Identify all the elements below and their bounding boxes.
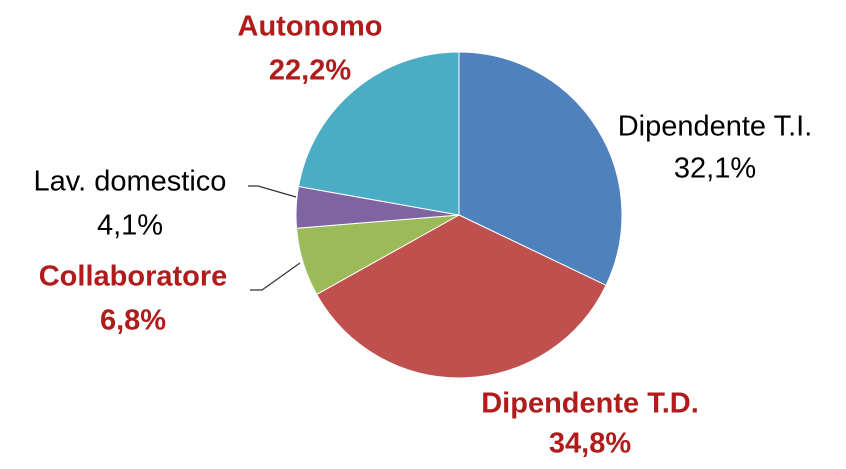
pie-slice: [297, 51, 460, 216]
slice-label: Autonomo: [238, 11, 383, 43]
pie-slice: [458, 51, 623, 286]
leader-line: [248, 185, 297, 198]
value-label: 4,1%: [97, 210, 163, 242]
pie-slice: [315, 214, 607, 379]
slice-label: Collaboratore: [39, 261, 228, 293]
value-label: 6,8%: [100, 305, 166, 337]
value-label: 34,8%: [549, 428, 631, 460]
value-label: 22,2%: [269, 55, 351, 87]
slice-label: Lav. domestico: [34, 166, 227, 198]
leader-line: [250, 262, 301, 291]
slice-label: Dipendente T.I.: [618, 111, 813, 143]
slice-label: Dipendente T.D.: [481, 388, 699, 420]
value-label: 32,1%: [674, 153, 756, 185]
